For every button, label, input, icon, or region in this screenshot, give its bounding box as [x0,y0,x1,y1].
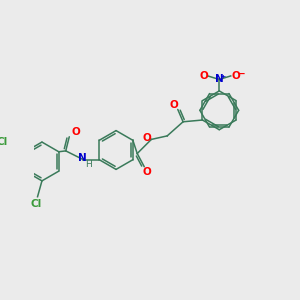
Text: O: O [142,167,151,177]
Text: −: − [237,69,246,79]
Text: O: O [170,100,178,110]
Text: Cl: Cl [30,199,41,209]
Text: Cl: Cl [0,137,8,147]
Text: O: O [71,128,80,137]
Text: O: O [200,71,208,81]
Text: N: N [78,153,87,163]
Text: +: + [220,74,225,79]
Text: O: O [142,133,151,143]
Text: N: N [215,74,224,85]
Text: O: O [232,71,240,81]
Text: H: H [85,160,92,169]
